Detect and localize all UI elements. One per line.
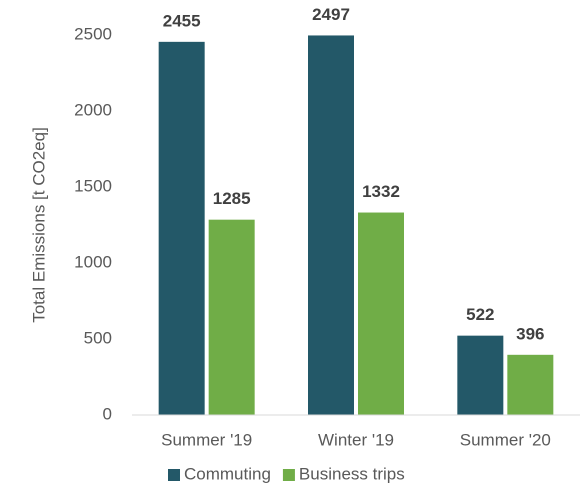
y-tick-label: 1000 <box>74 252 112 271</box>
bar <box>158 41 205 416</box>
bar <box>457 335 504 415</box>
bar <box>308 35 354 416</box>
y-axis-label: Total Emissions [t CO2eq] <box>29 127 48 323</box>
x-tick-label: Summer '20 <box>460 430 551 449</box>
y-tick-label: 0 <box>103 404 112 423</box>
y-tick-label: 500 <box>84 328 112 347</box>
value-label: 1332 <box>362 182 400 201</box>
value-label: 2497 <box>312 5 350 24</box>
value-label: 396 <box>516 324 544 343</box>
legend-label: Commuting <box>184 464 271 483</box>
legend-label: Business trips <box>299 464 405 483</box>
y-tick-label: 1500 <box>74 176 112 195</box>
bar <box>507 354 554 415</box>
value-label: 522 <box>466 305 494 324</box>
x-tick-label: Winter '19 <box>318 430 394 449</box>
bar <box>358 212 404 415</box>
value-label: 1285 <box>213 189 251 208</box>
y-tick-label: 2500 <box>74 24 112 43</box>
bar <box>208 219 255 415</box>
value-label: 2455 <box>163 11 201 30</box>
legend-swatch <box>282 469 295 481</box>
y-tick-label: 2000 <box>74 100 112 119</box>
x-tick-label: Summer '19 <box>161 430 252 449</box>
legend-swatch <box>168 469 180 481</box>
